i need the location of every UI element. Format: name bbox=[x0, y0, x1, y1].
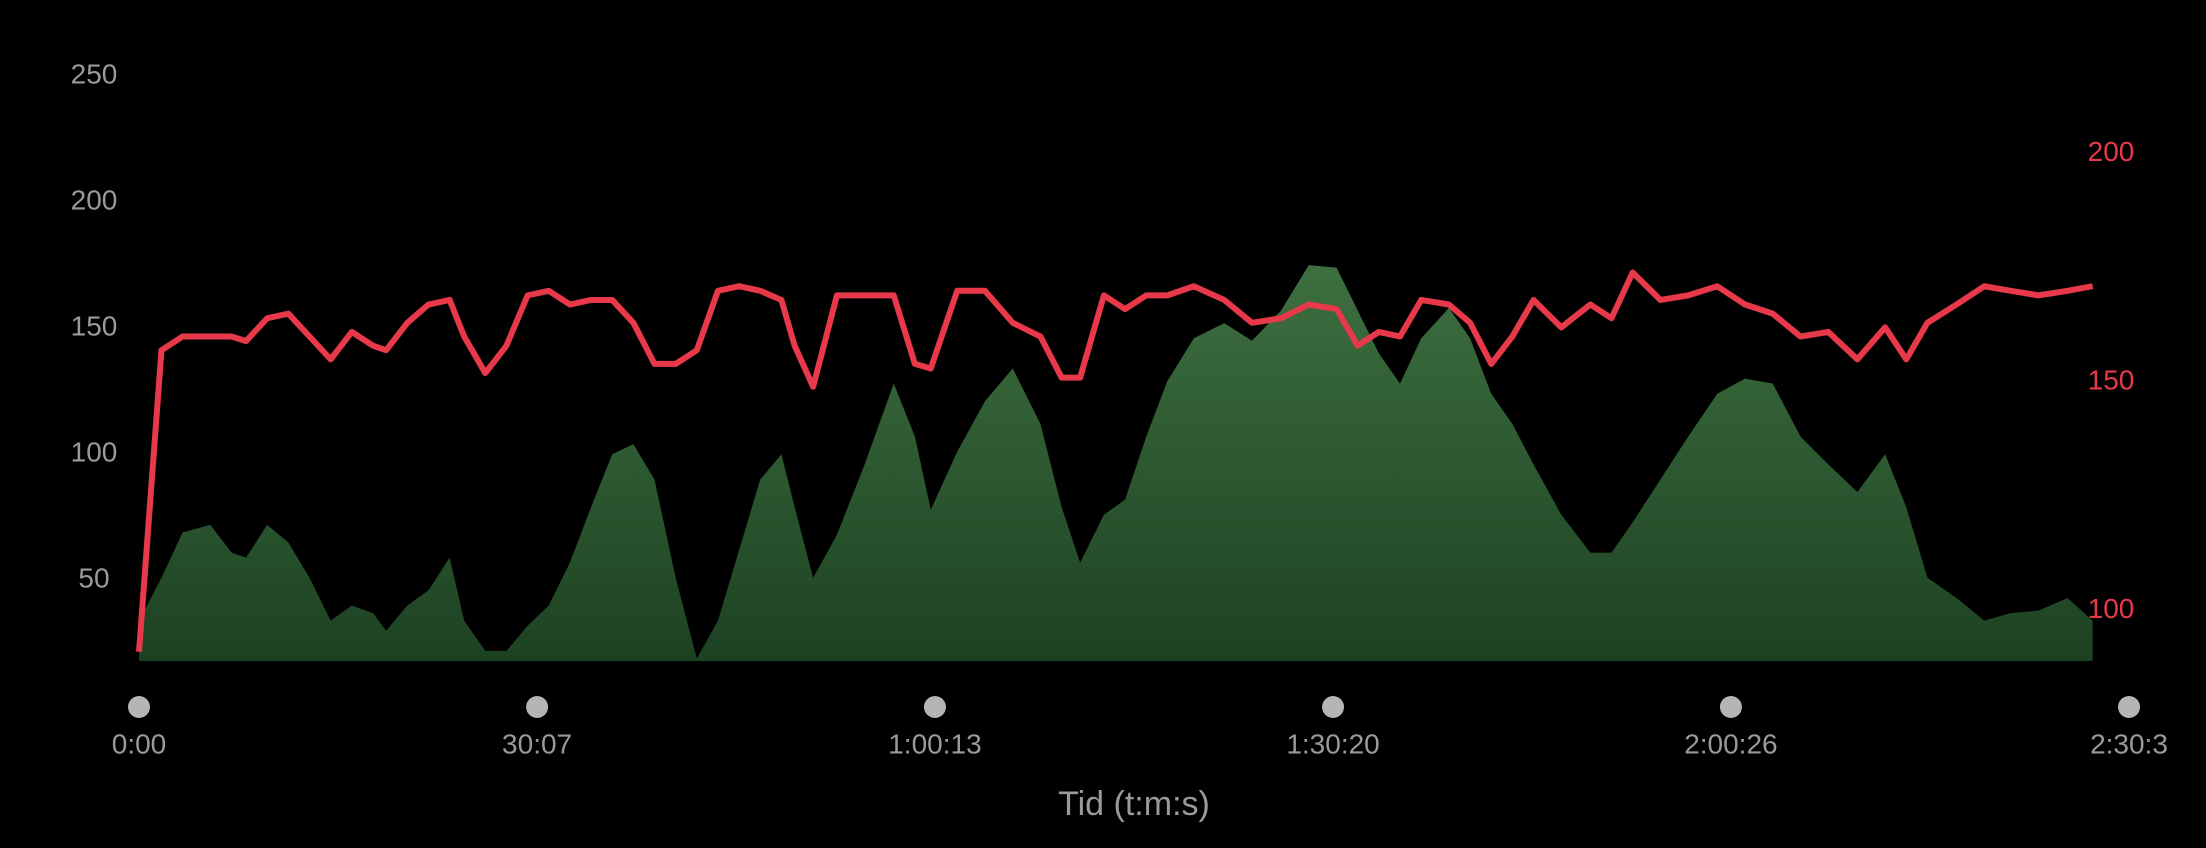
x-tick-label: 2:00:26 bbox=[1684, 728, 1777, 759]
y2-tick-label: 100 bbox=[2088, 593, 2135, 624]
x-tick-dot bbox=[128, 696, 150, 718]
x-tick-dot bbox=[1322, 696, 1345, 718]
y-tick-label: 250 bbox=[71, 58, 118, 89]
x-axis-title: Tid (t:m:s) bbox=[1058, 785, 1210, 823]
elevation-area bbox=[139, 265, 2093, 661]
y2-tick-label: 150 bbox=[2088, 365, 2135, 396]
y-tick-label: 50 bbox=[78, 563, 109, 594]
x-tick-label: 30:07 bbox=[502, 728, 572, 759]
x-tick-dot bbox=[1719, 696, 1742, 718]
x-tick-label: 0:00 bbox=[112, 728, 167, 759]
x-tick-label: 2:30:3 bbox=[2090, 728, 2168, 759]
x-tick-dot bbox=[2118, 696, 2140, 718]
x-tick-label: 1:30:20 bbox=[1286, 728, 1379, 759]
heart-rate-line bbox=[136, 269, 2094, 653]
y-tick-label: 150 bbox=[71, 311, 118, 342]
x-tick-dot bbox=[526, 696, 549, 718]
x-tick-label: 1:00:13 bbox=[888, 728, 981, 759]
x-tick-dot bbox=[923, 696, 946, 718]
y2-tick-label: 200 bbox=[2088, 136, 2135, 167]
y-tick-label: 100 bbox=[71, 437, 118, 468]
y-tick-label: 200 bbox=[71, 184, 118, 215]
